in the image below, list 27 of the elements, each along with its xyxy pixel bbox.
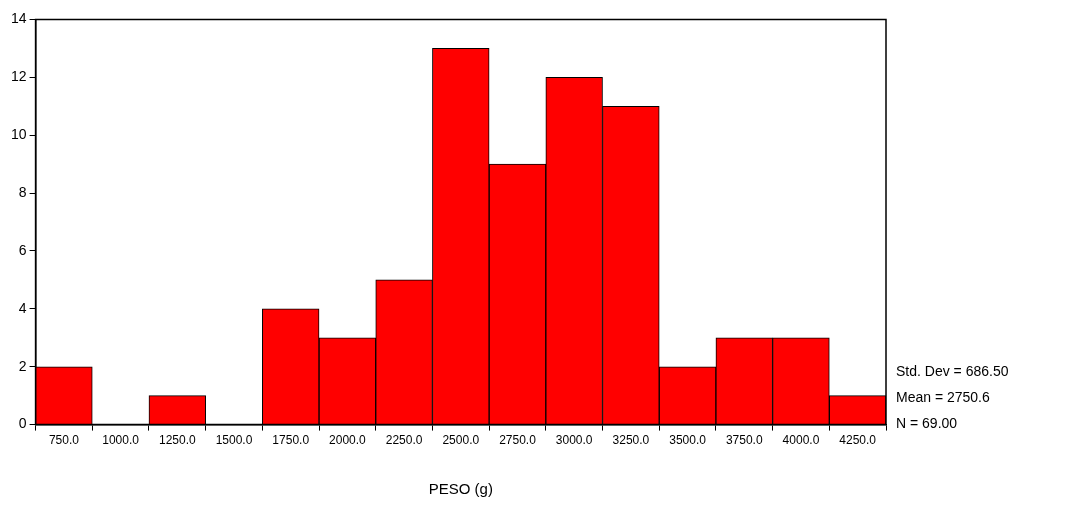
y-tick-label: 10 xyxy=(10,126,27,143)
x-tick-label: 3000.0 xyxy=(555,433,593,448)
text: N = 69.00 xyxy=(896,415,958,432)
x-tick-label: 3250.0 xyxy=(612,433,650,448)
y-tick-label: 14 xyxy=(10,10,27,27)
x-tick-label: 4250.0 xyxy=(839,433,877,448)
y-tick-label: 8 xyxy=(18,183,27,200)
x-tick-label: 2000.0 xyxy=(329,433,367,448)
x-tick-label: 2250.0 xyxy=(385,433,423,448)
x-tick-label: 2750.0 xyxy=(499,433,537,448)
text: Mean = 2750.6 xyxy=(896,389,991,406)
y-tick-label: 4 xyxy=(18,299,27,316)
x-axis-title: PESO (g) xyxy=(428,480,493,498)
y-tick-label: 2 xyxy=(18,357,27,374)
y-tick-label: 6 xyxy=(18,241,27,258)
y-tick-label: 12 xyxy=(10,68,27,85)
x-tick-label: 3750.0 xyxy=(725,433,763,448)
x-tick-label: 750.0 xyxy=(48,433,80,448)
x-tick-label: 2500.0 xyxy=(442,433,480,448)
x-tick-label: 1750.0 xyxy=(272,433,310,448)
x-tick-label: 1000.0 xyxy=(102,433,140,448)
x-tick-label: 4000.0 xyxy=(782,433,820,448)
y-tick-label: 0 xyxy=(18,415,27,432)
text: Std. Dev = 686.50 xyxy=(896,363,1009,380)
x-tick-label: 1250.0 xyxy=(158,433,196,448)
x-tick-label: 3500.0 xyxy=(669,433,707,448)
x-tick-label: 1500.0 xyxy=(215,433,253,448)
